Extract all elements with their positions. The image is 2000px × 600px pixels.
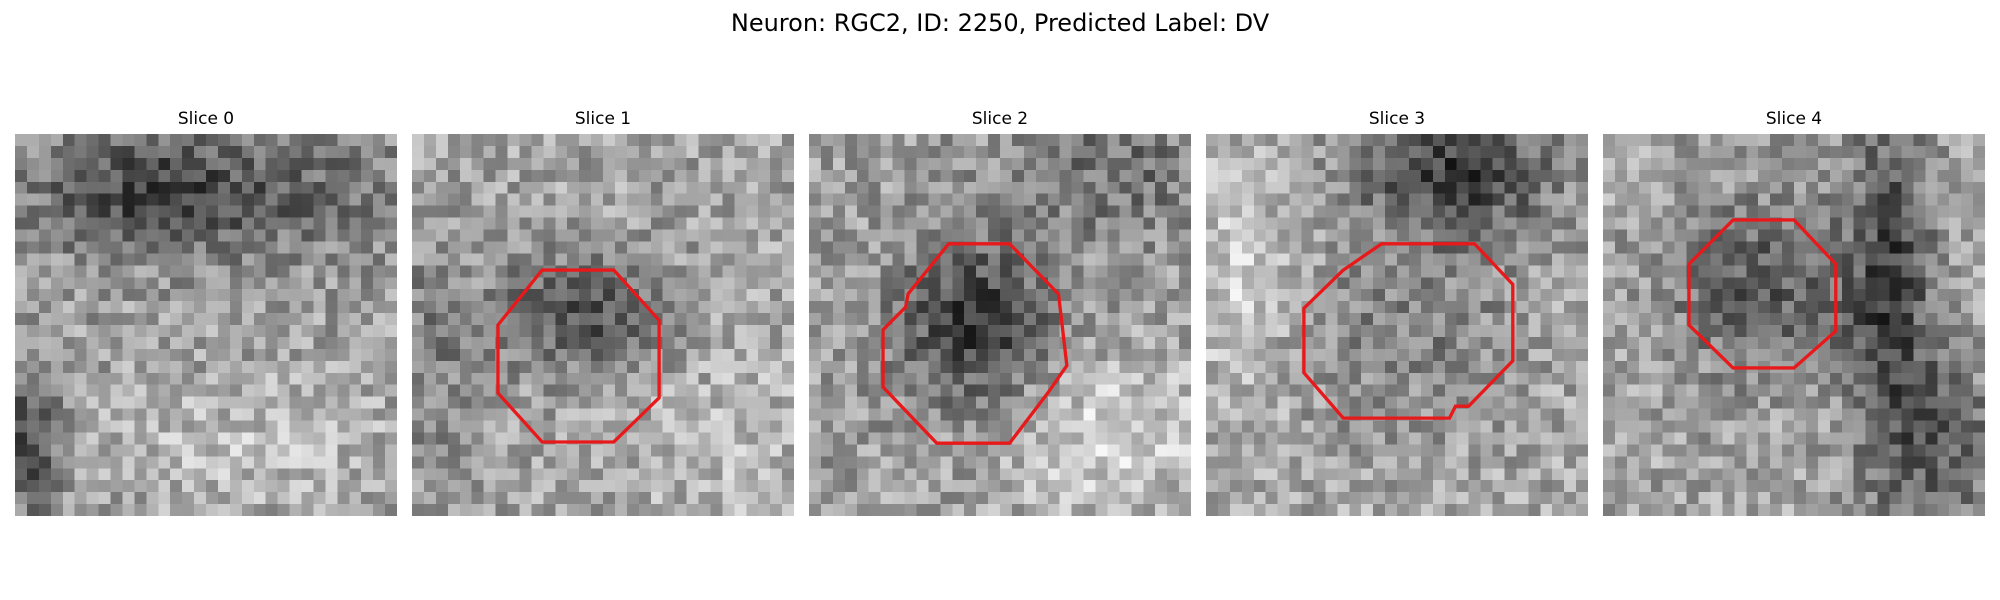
slice-title: Slice 2: [971, 109, 1029, 129]
slice-panel-0: Slice 0: [15, 108, 397, 516]
slice-panel-1: Slice 1: [412, 108, 794, 516]
slice-image: [809, 134, 1191, 516]
slice-panel-4: Slice 4: [1603, 108, 1985, 516]
cell-outline: [496, 268, 661, 444]
slice-title: Slice 1: [574, 109, 632, 129]
figure-title: Neuron: RGC2, ID: 2250, Predicted Label:…: [730, 9, 1270, 37]
slice-image: [412, 134, 794, 516]
slice-image: [1603, 134, 1985, 516]
slice-title: Slice 4: [1765, 109, 1823, 129]
cell-outline: [881, 242, 1069, 445]
slice-panel-3: Slice 3: [1206, 108, 1588, 516]
cell-outline: [1687, 218, 1838, 370]
slice-image: [1206, 134, 1588, 516]
cell-outline: [1302, 242, 1515, 420]
slice-panel-2: Slice 2: [809, 108, 1191, 516]
slice-image: [15, 134, 397, 516]
slice-title: Slice 3: [1368, 109, 1426, 129]
slice-title: Slice 0: [177, 109, 235, 129]
